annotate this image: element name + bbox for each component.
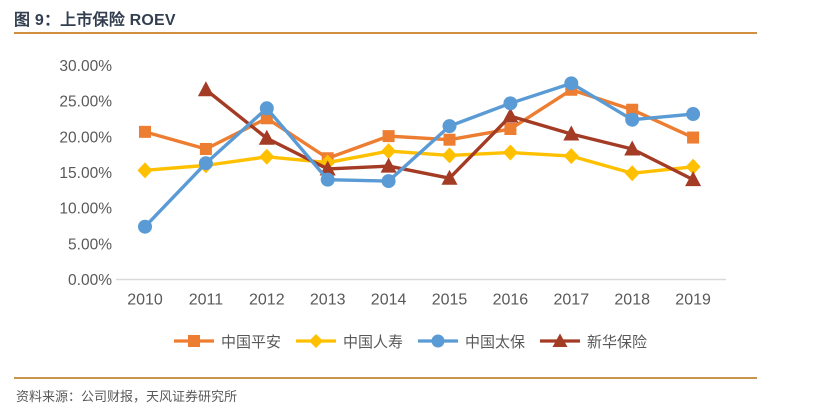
square-marker-icon: [443, 133, 456, 146]
x-axis-tick-label: 2017: [554, 292, 590, 309]
triangle-marker-icon: [441, 169, 458, 185]
y-axis-tick-label: 20.00%: [59, 129, 112, 146]
source-note: 资料来源：公司财报，天风证券研究所: [16, 389, 238, 404]
footer-divider: [14, 377, 757, 379]
triangle-marker-icon: [380, 157, 397, 173]
legend-marker-icon: [295, 334, 336, 348]
x-axis-tick-label: 2016: [493, 292, 529, 309]
legend-marker-icon: [540, 333, 581, 347]
square-marker-icon: [382, 130, 395, 143]
square-marker-icon: [626, 103, 639, 116]
legend-item-中国人寿[interactable]: 中国人寿: [295, 331, 403, 352]
triangle-marker-icon: [685, 171, 702, 187]
x-axis-tick-label: 2013: [310, 292, 346, 309]
diamond-marker-icon: [442, 147, 457, 164]
diamond-marker-icon: [685, 158, 701, 175]
triangle-marker-icon: [258, 129, 275, 145]
series-line-中国太保: [143, 81, 695, 229]
circle-marker-icon: [625, 112, 640, 127]
y-axis-tick-label: 5.00%: [68, 236, 112, 253]
square-marker-icon: [687, 131, 700, 144]
x-axis-tick-label: 2010: [127, 292, 163, 309]
circle-marker-icon: [564, 76, 579, 91]
diamond-marker-icon: [502, 144, 518, 161]
x-axis-tick-label: 2011: [189, 292, 224, 309]
circle-marker-icon: [503, 96, 518, 111]
title-divider: [14, 32, 757, 34]
triangle-marker-icon: [563, 125, 580, 141]
circle-marker-icon: [686, 107, 701, 122]
y-axis-tick-label: 10.00%: [59, 201, 112, 218]
y-axis-tick-label: 15.00%: [59, 165, 112, 182]
square-marker-icon: [199, 142, 212, 155]
circle-marker-icon: [198, 156, 213, 171]
legend-item-新华保险[interactable]: 新华保险: [539, 331, 647, 352]
circle-marker-icon: [138, 219, 152, 234]
x-axis-tick-label: 2012: [249, 292, 285, 309]
roev-line-chart: 0.00% 5.00% 10.00% 15.00% 20.00% 25.00% 30.00%…: [59, 58, 726, 309]
x-axis-tick-label: 2019: [675, 292, 711, 309]
square-marker-icon: [260, 112, 273, 125]
square-marker-icon: [139, 125, 151, 138]
x-axis-tick-label: 2014: [371, 292, 407, 309]
diamond-marker-icon: [563, 148, 579, 165]
circle-marker-icon: [442, 119, 457, 134]
diamond-marker-icon: [137, 162, 153, 179]
square-marker-icon: [504, 122, 517, 135]
y-axis-tick-label: 25.00%: [59, 94, 112, 111]
legend-label: 中国太保: [465, 333, 526, 351]
circle-marker-icon: [381, 174, 396, 189]
diamond-marker-icon: [259, 148, 275, 165]
diamond-marker-icon: [624, 165, 640, 182]
chart-title: 图 9：上市保险 ROEV: [14, 12, 176, 29]
legend-label: 中国平安: [220, 333, 281, 351]
circle-marker-icon: [259, 101, 274, 116]
y-axis-tick-label: 0.00%: [68, 272, 112, 289]
x-axis-tick-label: 2015: [432, 292, 468, 309]
legend-label: 中国人寿: [342, 333, 403, 351]
legend-label: 新华保险: [587, 333, 648, 351]
chart-legend: 中国平安 中国人寿 中国太保 新华保险: [0, 326, 820, 356]
triangle-marker-icon: [319, 160, 336, 176]
triangle-marker-icon: [197, 81, 214, 97]
circle-marker-icon: [320, 172, 335, 187]
legend-marker-icon: [173, 335, 214, 347]
legend-item-中国平安[interactable]: 中国平安: [173, 331, 281, 352]
diamond-marker-icon: [381, 143, 397, 160]
legend-item-中国太保[interactable]: 中国太保: [417, 331, 525, 352]
triangle-marker-icon: [502, 107, 519, 123]
triangle-marker-icon: [624, 140, 641, 156]
series-line-中国平安: [143, 88, 695, 160]
y-axis-tick-label: 30.00%: [59, 58, 112, 75]
legend-marker-icon: [418, 334, 458, 348]
x-axis-tick-label: 2018: [614, 292, 650, 309]
